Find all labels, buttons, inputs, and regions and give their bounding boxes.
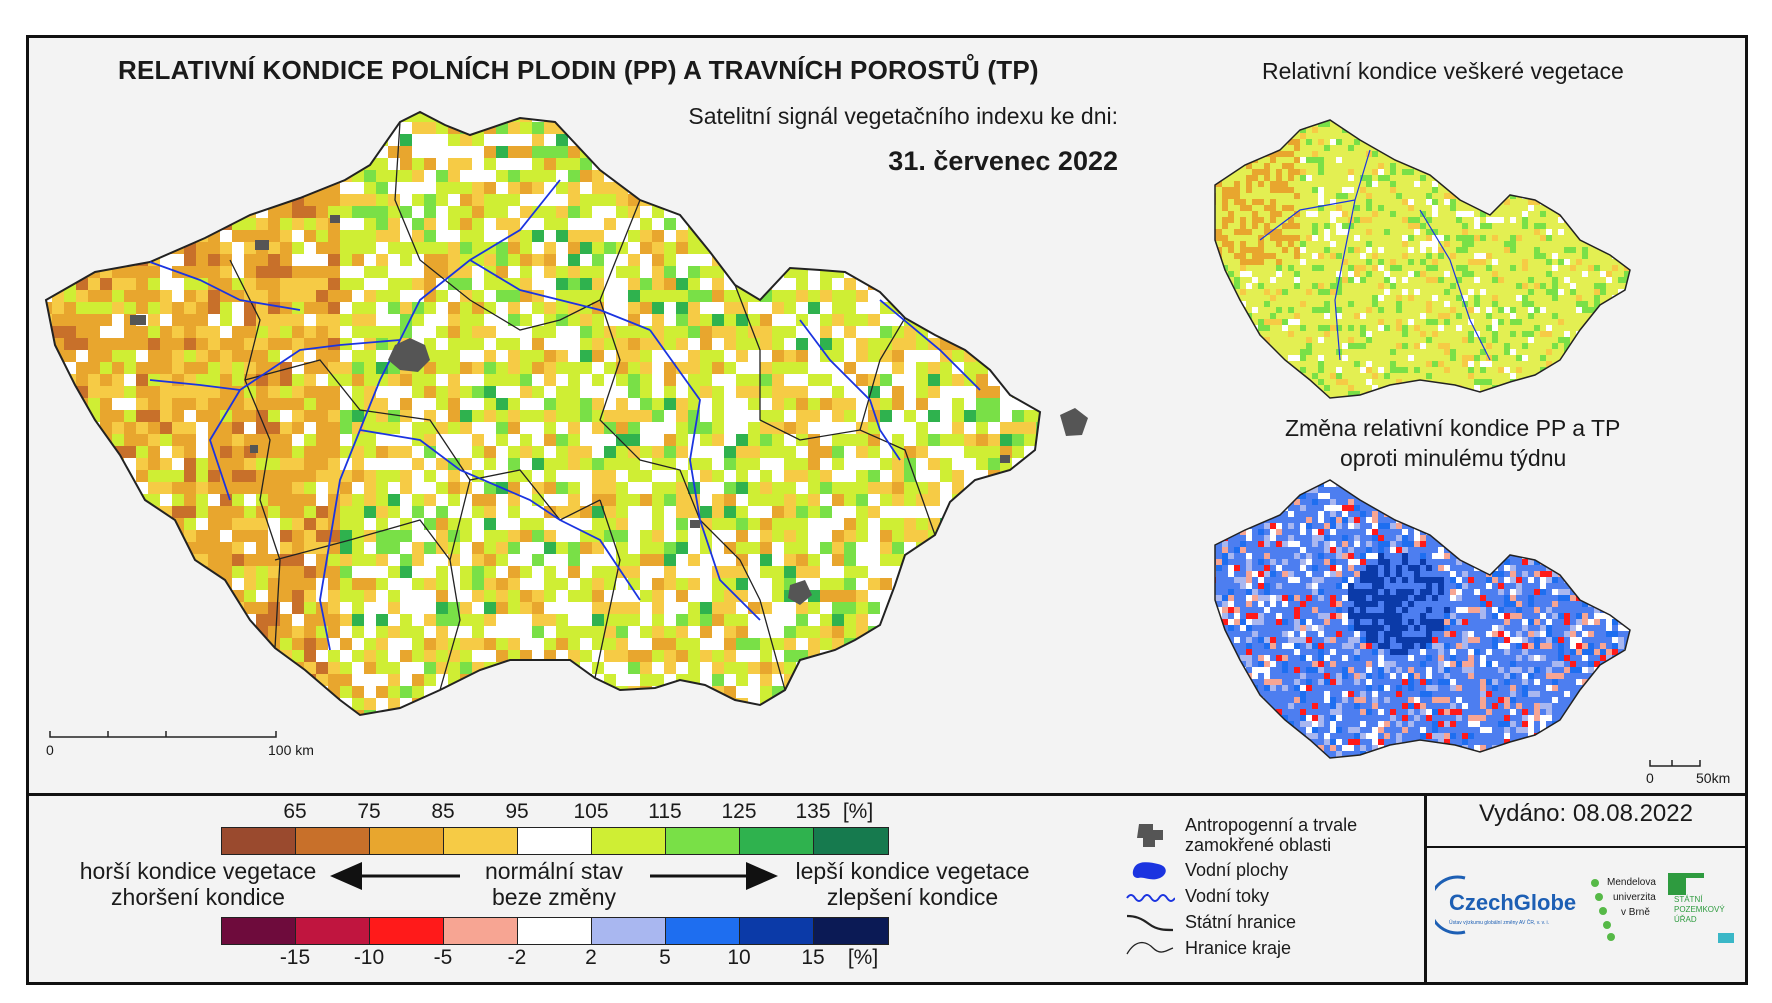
main-map-urban-areas [130, 215, 1088, 605]
condition-tick-label: 95 [505, 800, 529, 823]
issued-date: Vydáno: 08.08.2022 [1479, 800, 1693, 827]
change-swatch [666, 918, 740, 944]
condition-swatch [814, 828, 888, 854]
change-map-title-line2: oproti minulému týdnu [1340, 445, 1567, 471]
legend-river: Vodní toky [1125, 881, 1269, 911]
legend-vertical-separator [1424, 793, 1427, 985]
change-swatch [814, 918, 888, 944]
condition-swatch [592, 828, 666, 854]
change-color-bar [221, 917, 889, 945]
river-icon [1125, 881, 1175, 911]
legend-region-border: Hranice kraje [1125, 933, 1291, 963]
region-border-label: Hranice kraje [1185, 938, 1292, 958]
vegetation-map-title: Relativní kondice veškeré vegetace [1262, 58, 1624, 84]
legend-separator [26, 793, 1748, 796]
mendelu-logo: Mendelova univerzita v Brně [1585, 873, 1665, 943]
urban-area-label-2: zamokřené oblasti [1185, 835, 1332, 855]
change-swatch [222, 918, 296, 944]
change-swatch [444, 918, 518, 944]
vegetation-map-rivers [1259, 149, 1491, 361]
change-swatch [296, 918, 370, 944]
main-title: RELATIVNÍ KONDICE POLNÍCH PLODIN (PP) A … [118, 55, 1039, 85]
small-scale-end: 50km [1696, 770, 1731, 786]
normal-label-group: normální stav beze změny [464, 858, 644, 910]
change-tick-label: 10 [727, 946, 751, 969]
urban-area-icon [1125, 820, 1175, 850]
spu-logo: STÁTNÍ POZEMKOVÝ ÚŘAD [1668, 873, 1738, 948]
condition-swatch [370, 828, 444, 854]
change-tick-label: -2 [507, 946, 527, 969]
normal-state-label: normální stav [484, 858, 624, 884]
worse-label-group: horší kondice vegetace zhoršení kondice [68, 858, 328, 910]
condition-tick-label: 75 [357, 800, 381, 823]
czechglobe-logo-subtext: Ústav výzkumu globální změny AV ČR, v. v… [1449, 920, 1550, 926]
change-tick-label: -15 [279, 946, 311, 969]
change-tick-label: -5 [433, 946, 453, 969]
condition-color-bar [221, 827, 889, 855]
change-map-border [1214, 479, 1631, 759]
worsening-label: zhoršení kondice [111, 884, 285, 910]
region-border-icon [1125, 933, 1175, 963]
water-body-label: Vodní plochy [1185, 860, 1289, 880]
change-tick-label: 5 [659, 946, 671, 969]
change-map-title-line1: Změna relativní kondice PP a TP [1285, 415, 1621, 441]
river-label: Vodní toky [1185, 886, 1270, 906]
water-body-icon [1125, 855, 1175, 885]
condition-tick-label: 65 [283, 800, 307, 823]
condition-swatch [740, 828, 814, 854]
condition-swatch [444, 828, 518, 854]
condition-tick-label: 125 [721, 800, 757, 823]
change-swatch [518, 918, 592, 944]
state-border-icon [1125, 907, 1175, 937]
condition-swatch [222, 828, 296, 854]
change-swatch [740, 918, 814, 944]
legend-water-body: Vodní plochy [1125, 855, 1288, 885]
condition-unit: [%] [842, 800, 874, 823]
better-label-group: lepší kondice vegetace zlepšení kondice [780, 858, 1045, 910]
subtitle: Satelitní signál vegetačního indexu ke d… [688, 103, 1118, 129]
change-swatch [370, 918, 444, 944]
main-scale-start: 0 [46, 742, 54, 758]
improvement-label: zlepšení kondice [826, 884, 999, 910]
legend-state-border: Státní hranice [1125, 907, 1296, 937]
czechglobe-logo: CzechGlobe Ústav výzkumu globální změny … [1435, 870, 1576, 940]
issued-separator [1424, 846, 1748, 848]
legend-urban-area: Antropogenní a trvale zamokřené oblasti [1125, 815, 1357, 855]
no-change-label: beze změny [491, 884, 616, 910]
main-map-rivers [149, 179, 981, 651]
main-scale-bar [49, 731, 277, 738]
czechglobe-logo-text: CzechGlobe [1449, 890, 1577, 915]
condition-tick-label: 115 [648, 800, 682, 823]
condition-tick-label: 135 [795, 800, 831, 823]
small-scale-start: 0 [1646, 770, 1654, 786]
change-swatch [592, 918, 666, 944]
main-map-region-borders [229, 121, 936, 691]
better-condition-label: lepší kondice vegetace [795, 858, 1030, 884]
mendelu-logo-text: Mendelova univerzita v Brně [1607, 877, 1656, 918]
change-tick-label: 2 [585, 946, 597, 969]
change-tick-label: -10 [353, 946, 385, 969]
spu-logo-text: STÁTNÍ POZEMKOVÝ ÚŘAD [1674, 895, 1725, 924]
condition-swatch [296, 828, 370, 854]
worse-condition-label: horší kondice vegetace [79, 858, 317, 884]
condition-tick-label: 85 [431, 800, 455, 823]
change-tick-label: 15 [801, 946, 825, 969]
change-unit: [%] [847, 946, 879, 969]
condition-tick-label: 105 [573, 800, 609, 823]
better-arrow-icon [650, 862, 778, 890]
small-scale-bar [1649, 760, 1701, 767]
condition-swatch [666, 828, 740, 854]
main-scale-end: 100 km [268, 742, 314, 758]
worse-arrow-icon [330, 862, 460, 890]
urban-area-label-1: Antropogenní a trvale [1185, 815, 1358, 835]
date-label: 31. červenec 2022 [888, 146, 1118, 176]
state-border-label: Státní hranice [1185, 912, 1297, 932]
condition-swatch [518, 828, 592, 854]
vegetation-map-border [1214, 119, 1631, 399]
